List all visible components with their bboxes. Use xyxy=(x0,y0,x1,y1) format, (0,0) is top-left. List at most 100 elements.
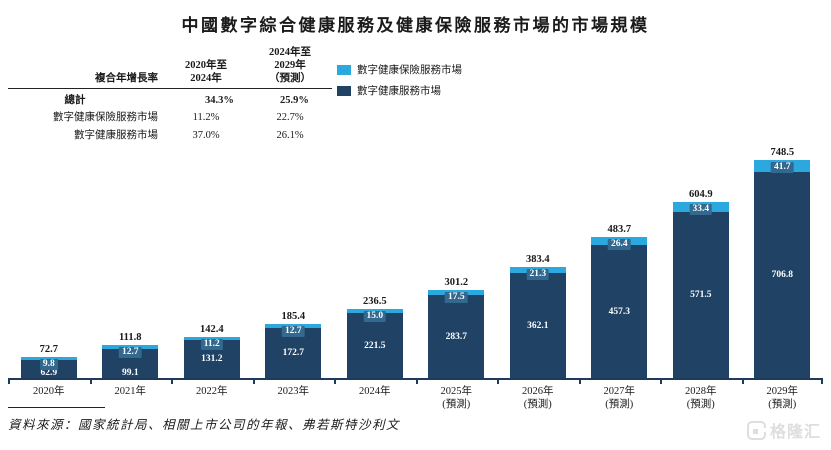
insurance-value-label: 12.7 xyxy=(281,326,305,337)
bar-column: 72.7 62.9 9.8 xyxy=(8,148,90,378)
x-axis-label: 2022年 xyxy=(196,386,228,397)
table-row-label: 數字健康服務市場 xyxy=(74,129,158,141)
legend-swatch-icon xyxy=(337,85,351,96)
health-segment: 571.5 xyxy=(672,212,729,378)
table-cell-value: 37.0% xyxy=(192,129,220,141)
health-segment: 221.5 xyxy=(346,313,403,378)
chart-legend: 數字健康保險服務市場 數字健康服務市場 xyxy=(337,62,462,104)
table-cell-value: 34.3% xyxy=(205,94,234,106)
table-row: 數字健康服務市場 37.0% 26.1% xyxy=(8,129,332,142)
insurance-segment xyxy=(183,337,240,340)
cagr-table: 複合年增長率 2020年至 2024年 2024年至 2029年 （預測） 總計… xyxy=(8,46,332,142)
insurance-value-label: 26.4 xyxy=(607,239,631,250)
bar-total-label: 142.4 xyxy=(199,324,224,335)
legend-label: 數字健康服務市場 xyxy=(357,86,441,97)
bar-column: 604.9 571.5 33.4 xyxy=(660,148,742,378)
insurance-value-label: 41.7 xyxy=(770,162,794,173)
health-value-label: 99.1 xyxy=(121,368,139,378)
axis-tick xyxy=(415,380,418,384)
health-segment: 706.8 xyxy=(754,172,811,378)
stacked-bar: 457.3 26.4 xyxy=(591,237,648,378)
insurance-value-label: 11.2 xyxy=(200,339,223,350)
bar-total-label: 72.7 xyxy=(39,344,58,355)
health-segment: 457.3 xyxy=(591,245,648,378)
cagr-header-col-2020-2024: 2020年至 2024年 xyxy=(185,60,227,84)
table-row-label: 總計 xyxy=(64,94,86,106)
bar-total-label: 604.9 xyxy=(688,189,713,200)
cagr-table-header: 複合年增長率 2020年至 2024年 2024年至 2029年 （預測） xyxy=(8,46,332,89)
x-axis-label: 2029年 (預測) xyxy=(766,386,799,410)
table-cell-value: 22.7% xyxy=(276,112,304,123)
health-segment: 131.2 xyxy=(183,340,240,378)
stacked-bar: 99.1 12.7 xyxy=(102,345,159,378)
stacked-bar: 172.7 12.7 xyxy=(265,324,322,378)
health-value-label: 571.5 xyxy=(690,290,712,300)
insurance-segment xyxy=(20,357,77,360)
insurance-value-label: 9.8 xyxy=(39,359,58,370)
health-value-label: 131.2 xyxy=(201,354,223,364)
health-value-label: 706.8 xyxy=(771,270,793,280)
bar-column: 483.7 457.3 26.4 xyxy=(579,148,661,378)
table-row: 總計 34.3% 25.9% xyxy=(8,94,332,107)
axis-tick xyxy=(8,380,10,384)
x-axis-label: 2021年 xyxy=(114,386,147,397)
bar-column: 383.4 362.1 21.3 xyxy=(497,148,579,378)
bar-total-label: 483.7 xyxy=(607,224,632,235)
cagr-header-col-2024-2029: 2024年至 2029年 （預測） xyxy=(269,47,311,84)
x-axis-label: 2026年 (預測) xyxy=(522,386,554,410)
health-segment: 362.1 xyxy=(509,273,566,378)
bar-total-label: 301.2 xyxy=(444,277,469,288)
legend-label: 數字健康保險服務市場 xyxy=(357,65,462,76)
x-axis-label: 2020年 xyxy=(33,386,65,397)
page-title: 中國數字綜合健康服務及健康保險服務市場的市場規模 xyxy=(181,16,650,35)
source-note: 資料來源：國家統計局、相關上市公司的年報、弗若斯特沙利文 xyxy=(8,407,400,433)
gelonghui-logo-icon xyxy=(746,420,767,440)
bar-total-label: 236.5 xyxy=(362,296,387,307)
source-divider xyxy=(8,407,105,408)
health-value-label: 62.9 xyxy=(40,368,58,378)
bar-column: 111.8 99.1 12.7 xyxy=(90,148,172,378)
cagr-table-rows: 總計 34.3% 25.9% 數字健康保險服務市場 11.2% 22.7% 數字健康服務市場… xyxy=(8,94,332,142)
bar-total-label: 748.5 xyxy=(770,147,795,158)
x-axis-labels: 2020年 2021年 2022年 2023年 2024年 2025年 (預測) 2026年… xyxy=(8,385,823,411)
insurance-value-label: 15.0 xyxy=(363,311,387,322)
x-axis-label: 2025年 (預測) xyxy=(440,386,473,410)
insurance-value-label: 33.4 xyxy=(689,204,713,215)
legend-item: 數字健康服務市場 xyxy=(337,83,462,98)
health-value-label: 362.1 xyxy=(527,320,549,331)
axis-tick xyxy=(252,380,255,384)
legend-item: 數字健康保險服務市場 xyxy=(337,62,462,77)
stacked-bar: 362.1 21.3 xyxy=(509,267,566,378)
axis-tick xyxy=(334,380,336,384)
bar-total-label: 383.4 xyxy=(525,254,550,265)
stacked-bar: 221.5 15.0 xyxy=(346,309,403,378)
axis-tick xyxy=(821,380,823,384)
stacked-bar: 131.2 11.2 xyxy=(183,337,240,378)
health-value-label: 457.3 xyxy=(608,306,630,317)
x-axis-label: 2024年 xyxy=(359,386,391,397)
stacked-bar: 706.8 41.7 xyxy=(754,160,811,378)
source-text: 資料來源：國家統計局、相關上市公司的年報、弗若斯特沙利文 xyxy=(8,418,401,432)
axis-tick xyxy=(578,380,581,384)
cagr-header-row-label: 複合年增長率 xyxy=(95,73,158,84)
bar-column: 301.2 283.7 17.5 xyxy=(416,148,498,378)
stacked-bar: 283.7 17.5 xyxy=(428,290,485,378)
legend-swatch-icon xyxy=(337,64,351,75)
bar-column: 185.4 172.7 12.7 xyxy=(253,148,335,378)
health-value-label: 221.5 xyxy=(364,340,386,351)
bar-column: 142.4 131.2 11.2 xyxy=(171,148,253,378)
stacked-bar: 571.5 33.4 xyxy=(672,202,729,378)
axis-tick xyxy=(497,380,499,384)
table-cell-value: 11.2% xyxy=(192,112,220,123)
gelonghui-logo-text: 格隆汇 xyxy=(769,424,821,441)
stacked-bar-chart: 72.7 62.9 9.8 111.8 99.1 12.7 142.4 131.2 11.2 18… xyxy=(8,147,823,411)
bar-total-label: 111.8 xyxy=(119,332,142,343)
insurance-value-label: 21.3 xyxy=(526,269,550,280)
axis-tick xyxy=(171,380,173,384)
table-cell-value: 26.1% xyxy=(276,129,304,141)
x-axis-label: 2023年 xyxy=(277,386,310,397)
x-axis-label: 2027年 (預測) xyxy=(603,386,636,410)
table-cell-value: 25.9% xyxy=(280,94,309,106)
gelonghui-watermark: 格隆汇 xyxy=(746,418,821,442)
